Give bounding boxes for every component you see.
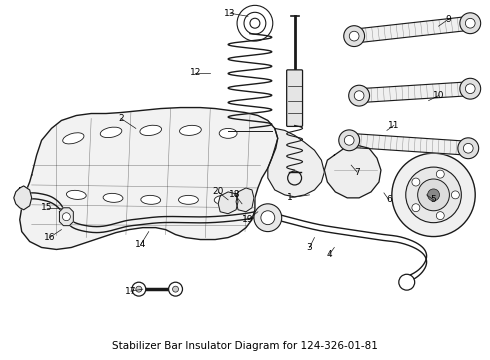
Polygon shape — [20, 108, 278, 249]
Circle shape — [349, 31, 359, 41]
Text: 11: 11 — [388, 121, 399, 130]
Circle shape — [460, 13, 481, 33]
Ellipse shape — [219, 129, 237, 138]
Text: 20: 20 — [213, 188, 224, 197]
Ellipse shape — [140, 125, 162, 135]
Polygon shape — [353, 16, 471, 43]
Circle shape — [412, 204, 420, 212]
Polygon shape — [349, 133, 469, 155]
Text: 7: 7 — [354, 167, 360, 176]
Ellipse shape — [179, 125, 201, 135]
Circle shape — [436, 212, 444, 220]
Polygon shape — [14, 186, 32, 210]
Circle shape — [399, 274, 415, 290]
Circle shape — [62, 213, 71, 221]
Text: 16: 16 — [44, 233, 55, 242]
Ellipse shape — [67, 190, 86, 199]
Circle shape — [466, 84, 475, 94]
Text: 5: 5 — [431, 195, 437, 204]
Text: 3: 3 — [307, 243, 312, 252]
Text: 13: 13 — [224, 9, 236, 18]
Circle shape — [172, 286, 178, 292]
Text: 18: 18 — [229, 190, 241, 199]
Circle shape — [261, 211, 275, 225]
Circle shape — [428, 189, 440, 201]
Circle shape — [349, 85, 369, 106]
Circle shape — [343, 26, 365, 46]
Text: 14: 14 — [135, 240, 147, 249]
Polygon shape — [359, 82, 471, 103]
Text: 17: 17 — [125, 287, 137, 296]
Circle shape — [436, 170, 444, 178]
Circle shape — [254, 204, 282, 231]
FancyBboxPatch shape — [287, 70, 302, 126]
Ellipse shape — [141, 195, 161, 204]
Ellipse shape — [63, 133, 84, 144]
Polygon shape — [218, 192, 238, 214]
Circle shape — [354, 91, 364, 100]
Circle shape — [458, 138, 479, 159]
Ellipse shape — [103, 193, 123, 202]
Text: 4: 4 — [326, 250, 332, 259]
Text: 6: 6 — [386, 195, 392, 204]
Circle shape — [392, 153, 475, 237]
Circle shape — [344, 135, 354, 145]
Polygon shape — [236, 188, 254, 212]
Circle shape — [417, 179, 449, 211]
Circle shape — [464, 143, 473, 153]
Circle shape — [339, 130, 360, 151]
Text: 10: 10 — [433, 91, 444, 100]
Circle shape — [406, 167, 461, 223]
Text: 9: 9 — [445, 15, 451, 24]
Polygon shape — [324, 145, 381, 198]
Circle shape — [460, 78, 481, 99]
Text: 15: 15 — [41, 203, 52, 212]
Circle shape — [451, 191, 459, 199]
Circle shape — [136, 286, 142, 292]
Circle shape — [132, 282, 146, 296]
Circle shape — [466, 18, 475, 28]
Circle shape — [412, 178, 420, 186]
Text: 2: 2 — [118, 114, 124, 123]
Ellipse shape — [100, 127, 122, 138]
Text: Stabilizer Bar Insulator Diagram for 124-326-01-81: Stabilizer Bar Insulator Diagram for 124… — [112, 341, 378, 351]
Ellipse shape — [178, 195, 198, 204]
Text: 19: 19 — [242, 215, 254, 224]
Polygon shape — [59, 208, 74, 226]
Ellipse shape — [214, 195, 232, 204]
Polygon shape — [268, 129, 324, 197]
Circle shape — [169, 282, 182, 296]
Text: 12: 12 — [190, 68, 201, 77]
Text: 1: 1 — [287, 193, 293, 202]
